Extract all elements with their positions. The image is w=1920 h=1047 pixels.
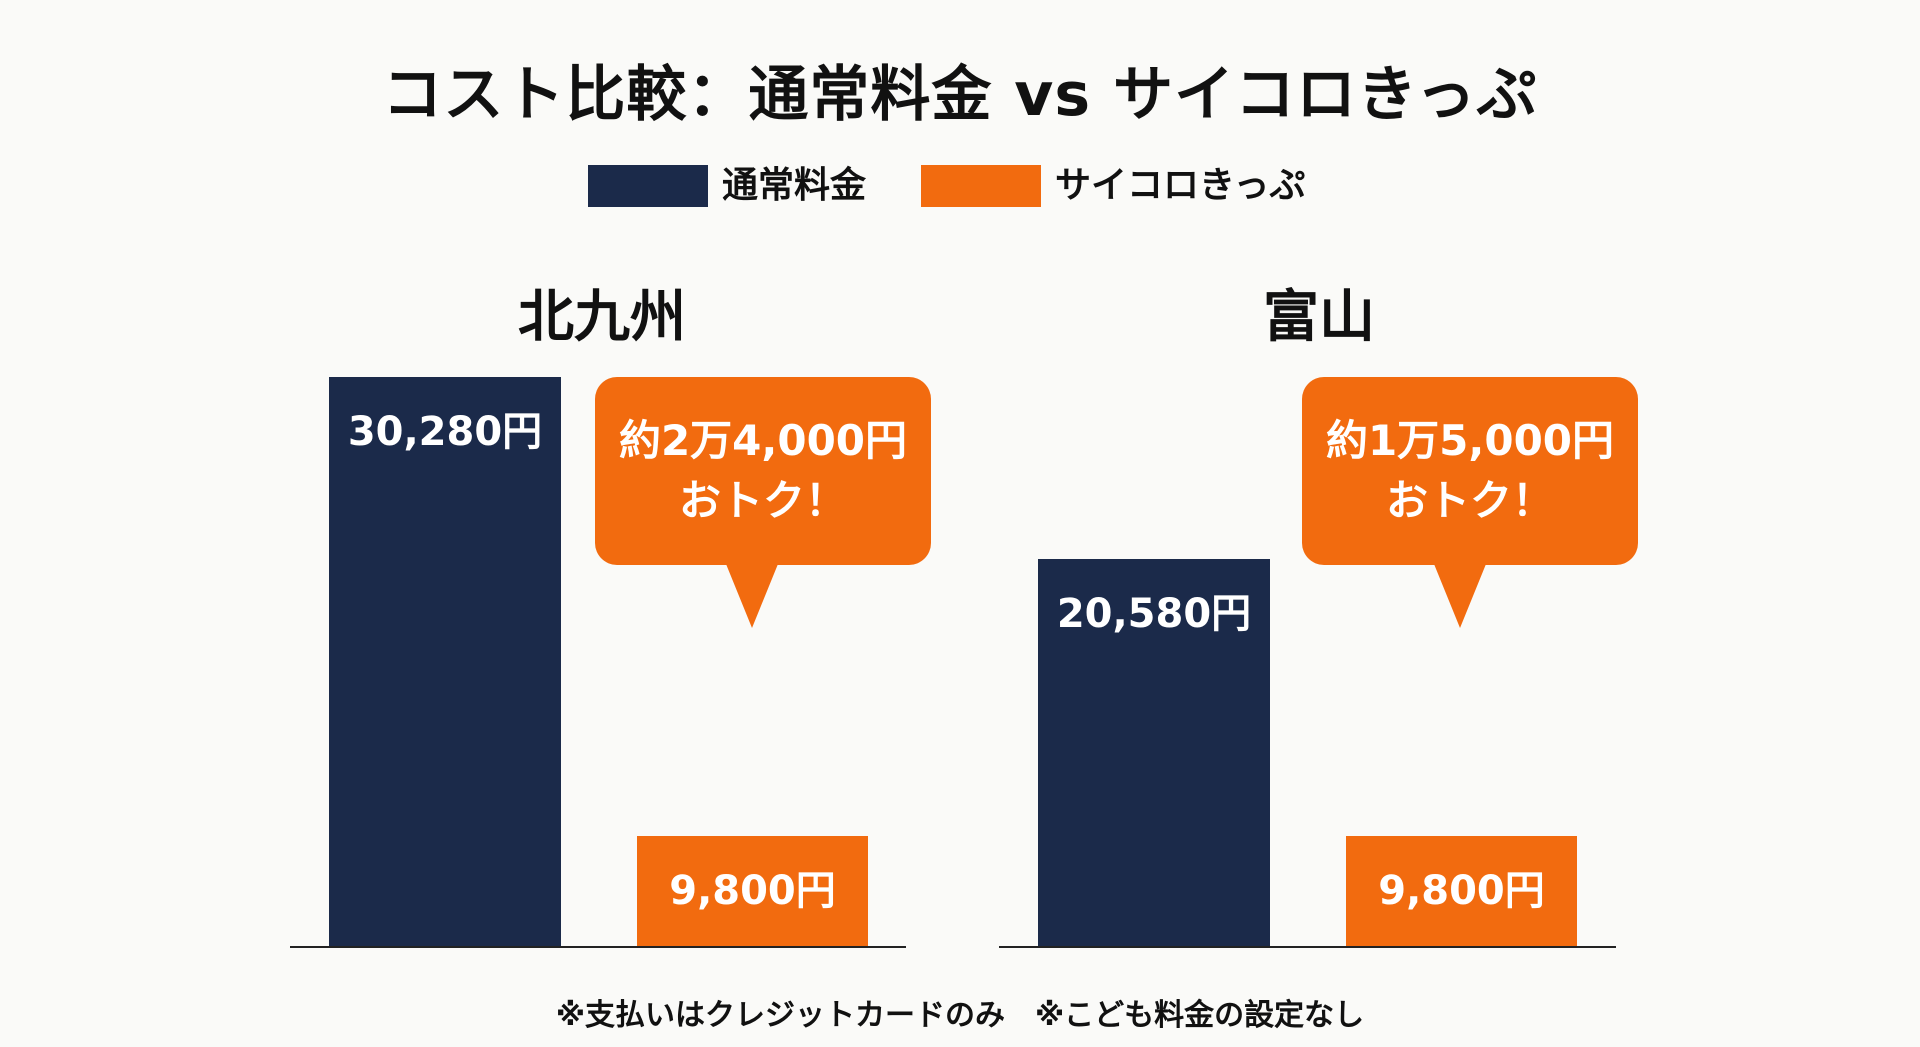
- bar-value-label: 9,800円: [1378, 867, 1545, 914]
- bar-kitakyushu-regular: 30,280円: [329, 377, 561, 946]
- callout-amount: 約1万5,000円: [1325, 416, 1615, 465]
- callout-text: おトク！: [1385, 476, 1554, 525]
- legend-label-saikoro: サイコロきっぷ: [1055, 165, 1306, 206]
- legend-swatch-regular: [588, 165, 708, 207]
- footnote: ※支払いはクレジットカードのみ ※こども料金の設定なし: [555, 998, 1365, 1033]
- callout-text: おトク！: [678, 476, 847, 525]
- savings-callout-kitakyushu: 約2万4,000円 おトク！: [595, 377, 931, 565]
- baseline-toyama: [999, 946, 1616, 948]
- callout-amount: 約2万4,000円: [618, 416, 908, 465]
- panel-title-kitakyushu: 北九州: [518, 285, 686, 350]
- panel-title-toyama: 富山: [1263, 285, 1375, 350]
- bar-toyama-regular: 20,580円: [1038, 559, 1270, 946]
- bar-value-label: 20,580円: [1056, 591, 1252, 638]
- legend-label-regular: 通常料金: [722, 165, 867, 206]
- chart-title: コスト比較：通常料金 vs サイコロきっぷ: [382, 60, 1538, 130]
- savings-callout-toyama: 約1万5,000円 おトク！: [1302, 377, 1638, 565]
- legend-swatch-saikoro: [921, 165, 1041, 207]
- bar-kitakyushu-saikoro: 9,800円: [637, 835, 868, 946]
- baseline-kitakyushu: [290, 946, 906, 948]
- bar-value-label: 9,800円: [669, 867, 836, 914]
- callout-pointer: [1434, 564, 1486, 628]
- callout-pointer: [726, 564, 778, 628]
- bar-value-label: 30,280円: [347, 409, 543, 455]
- bar-toyama-saikoro: 9,800円: [1346, 835, 1577, 946]
